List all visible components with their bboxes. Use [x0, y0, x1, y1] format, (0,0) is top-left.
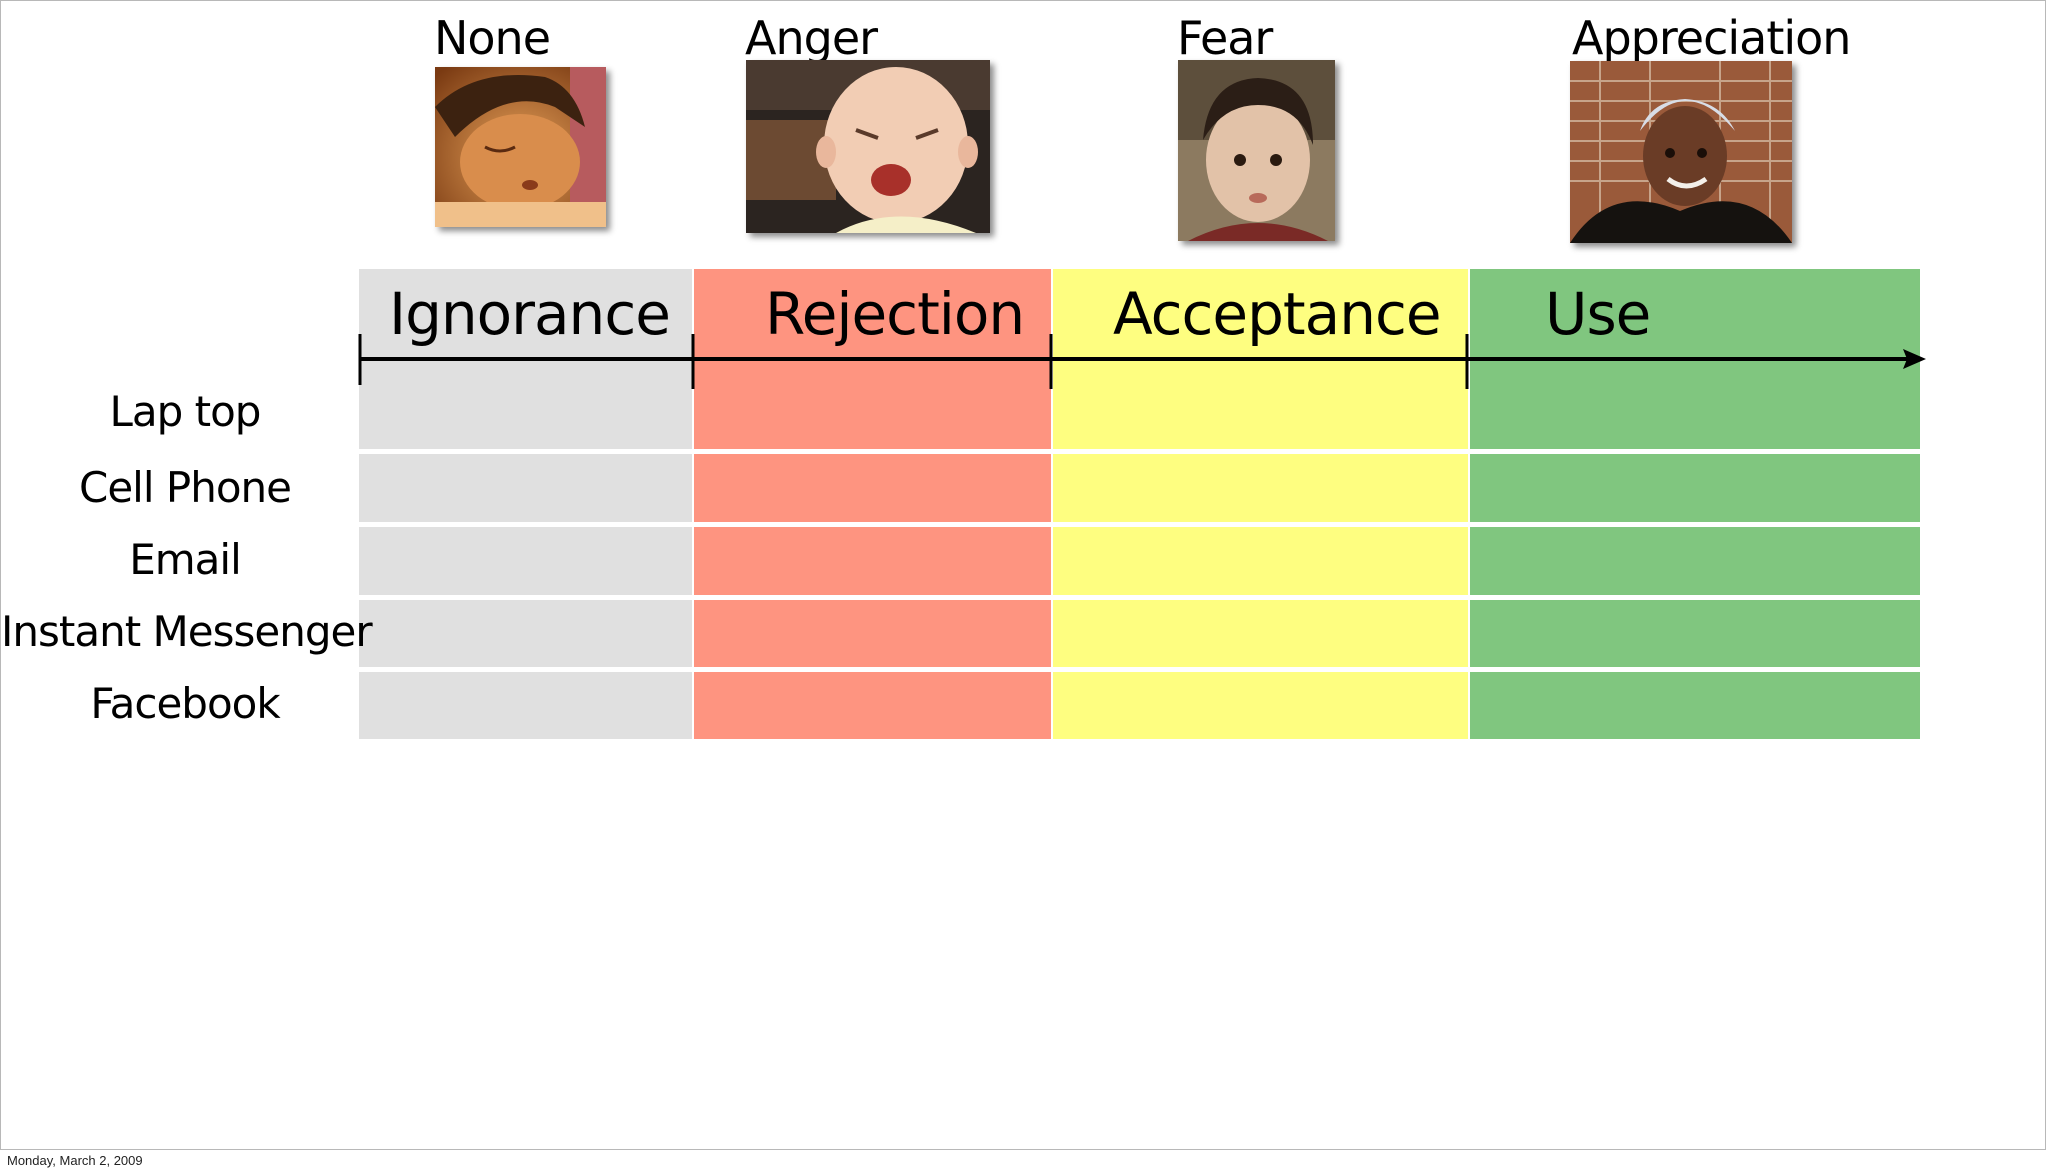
emotion-label-none: None: [434, 11, 551, 65]
stage-label-acceptance: Acceptance: [1113, 280, 1442, 348]
stage-column-ignorance: [359, 269, 692, 739]
scared-boy-photo: [1178, 60, 1335, 241]
footer-date: Monday, March 2, 2009: [7, 1153, 143, 1168]
sleeping-child-photo: [435, 67, 606, 227]
emotion-label-anger: Anger: [745, 11, 878, 65]
row-label-instant-messenger: Instant Messenger: [1, 607, 373, 656]
slide: None Anger Fear Appreciation: [0, 0, 2046, 1150]
stage-label-use: Use: [1545, 280, 1651, 348]
emotion-label-appreciation: Appreciation: [1572, 11, 1851, 65]
smiling-girl-photo: [1570, 61, 1792, 243]
row-separator: [359, 667, 1920, 672]
row-separator: [359, 522, 1920, 527]
emotion-label-fear: Fear: [1177, 11, 1273, 65]
row-label-lap-top: Lap top: [109, 387, 262, 436]
row-label-cell-phone: Cell Phone: [79, 463, 292, 512]
row-separator: [359, 449, 1920, 454]
row-separator: [359, 595, 1920, 600]
row-label-email: Email: [129, 535, 242, 584]
angry-baby-photo: [746, 60, 990, 233]
stage-label-rejection: Rejection: [765, 280, 1025, 348]
stage-column-use: [1470, 269, 1920, 739]
stage-column-rejection: [694, 269, 1051, 739]
row-label-facebook: Facebook: [90, 679, 280, 728]
stage-column-acceptance: [1053, 269, 1468, 739]
stage-label-ignorance: Ignorance: [389, 280, 671, 348]
